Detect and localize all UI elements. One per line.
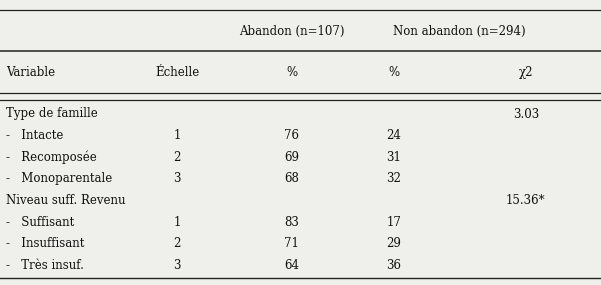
Text: 3: 3 <box>174 259 181 272</box>
Text: -   Monoparentale: - Monoparentale <box>6 172 112 186</box>
Text: 3.03: 3.03 <box>513 107 539 121</box>
Text: Abandon (n=107): Abandon (n=107) <box>239 25 344 38</box>
Text: 68: 68 <box>284 172 299 186</box>
Text: %: % <box>286 66 297 79</box>
Text: -   Insuffisant: - Insuffisant <box>6 237 84 251</box>
Text: -   Recomposée: - Recomposée <box>6 150 97 164</box>
Text: %: % <box>388 66 399 79</box>
Text: 1: 1 <box>174 216 181 229</box>
Text: -   Suffisant: - Suffisant <box>6 216 75 229</box>
Text: 2: 2 <box>174 237 181 251</box>
Text: 3: 3 <box>174 172 181 186</box>
Text: 2: 2 <box>174 151 181 164</box>
Text: 31: 31 <box>386 151 401 164</box>
Text: -   Intacte: - Intacte <box>6 129 63 142</box>
Text: 17: 17 <box>386 216 401 229</box>
Text: 24: 24 <box>386 129 401 142</box>
Text: 29: 29 <box>386 237 401 251</box>
Text: Non abandon (n=294): Non abandon (n=294) <box>394 25 526 38</box>
Text: Variable: Variable <box>6 66 55 79</box>
Text: 64: 64 <box>284 259 299 272</box>
Text: 36: 36 <box>386 259 401 272</box>
Text: 32: 32 <box>386 172 401 186</box>
Text: -   Très insuf.: - Très insuf. <box>6 259 84 272</box>
Text: Niveau suff. Revenu: Niveau suff. Revenu <box>6 194 126 207</box>
Text: 1: 1 <box>174 129 181 142</box>
Text: 15.36*: 15.36* <box>506 194 546 207</box>
Text: χ2: χ2 <box>519 66 533 79</box>
Text: 76: 76 <box>284 129 299 142</box>
Text: Type de famille: Type de famille <box>6 107 98 121</box>
Text: Échelle: Échelle <box>155 66 200 79</box>
Text: 69: 69 <box>284 151 299 164</box>
Text: 71: 71 <box>284 237 299 251</box>
Text: 83: 83 <box>284 216 299 229</box>
